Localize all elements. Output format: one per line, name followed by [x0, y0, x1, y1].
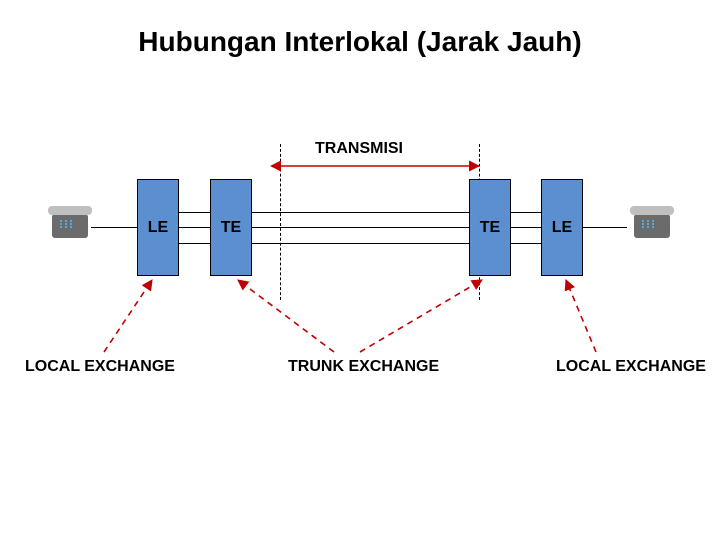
- box-le-left-label: LE: [148, 219, 168, 237]
- arrow-overlay: [0, 0, 720, 540]
- label-local-exchange-left: LOCAL EXCHANGE: [25, 358, 175, 376]
- label-local-exchange-right: LOCAL EXCHANGE: [556, 358, 706, 376]
- box-le-right-label: LE: [552, 219, 572, 237]
- box-le-left: LE: [137, 179, 179, 276]
- page-title: Hubungan Interlokal (Jarak Jauh): [0, 26, 720, 58]
- link: [179, 227, 210, 228]
- arrow-to-le-left: [104, 280, 152, 352]
- box-te-left: TE: [210, 179, 252, 276]
- arrow-to-te-left: [238, 280, 334, 352]
- phone-icon: [48, 204, 92, 238]
- box-le-right: LE: [541, 179, 583, 276]
- arrow-to-le-right: [566, 280, 596, 352]
- link: [511, 227, 541, 228]
- link: [179, 212, 210, 213]
- phone-icon: [630, 204, 674, 238]
- phone-link-left: [91, 227, 137, 228]
- phone-link-right: [583, 227, 627, 228]
- link: [179, 243, 210, 244]
- box-te-right-label: TE: [480, 219, 500, 237]
- box-te-right: TE: [469, 179, 511, 276]
- arrow-to-te-right: [360, 280, 482, 352]
- link: [252, 227, 469, 228]
- transmisi-guide-left: [280, 144, 281, 300]
- transmisi-label: TRANSMISI: [315, 140, 403, 158]
- link: [511, 212, 541, 213]
- link: [252, 212, 469, 213]
- label-trunk-exchange: TRUNK EXCHANGE: [288, 358, 439, 376]
- link: [511, 243, 541, 244]
- box-te-left-label: TE: [221, 219, 241, 237]
- link: [252, 243, 469, 244]
